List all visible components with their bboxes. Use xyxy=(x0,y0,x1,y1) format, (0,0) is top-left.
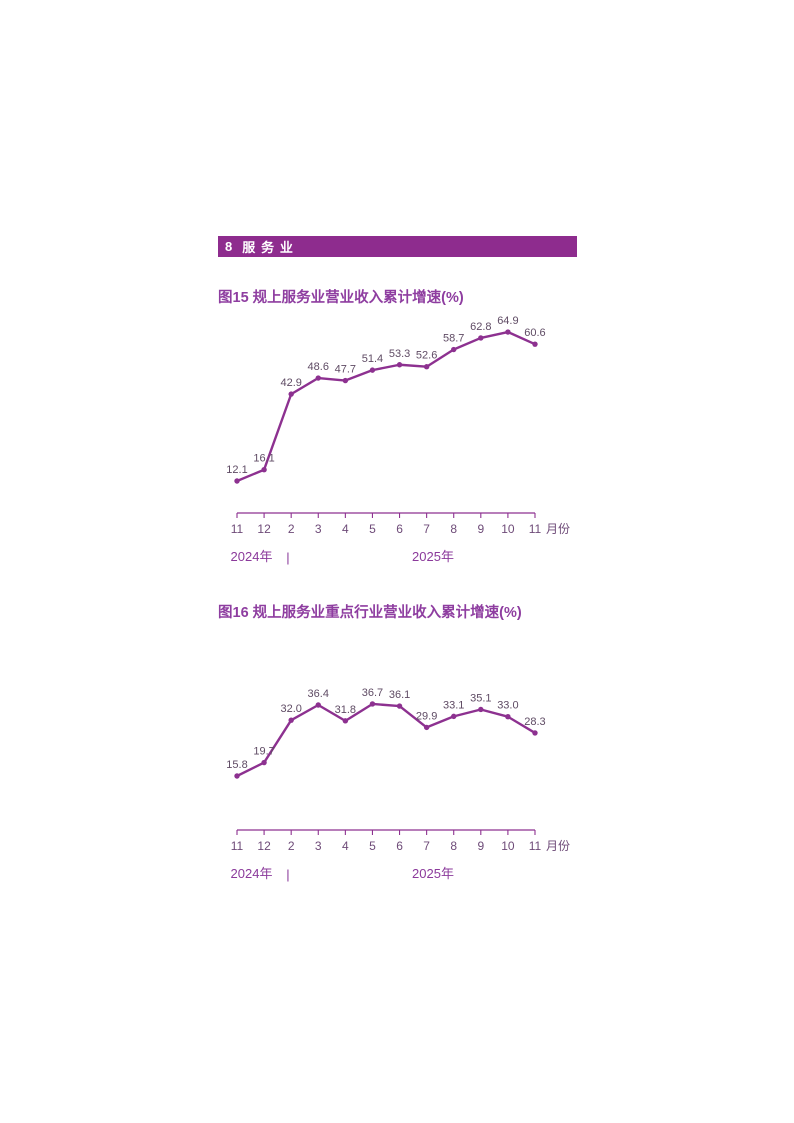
year-separator: | xyxy=(286,550,289,565)
year-label-2025: 2025年 xyxy=(412,866,454,881)
x-axis-category-label: 10 xyxy=(501,522,515,536)
data-point-label: 33.0 xyxy=(497,700,518,712)
data-point-label: 48.6 xyxy=(308,361,329,373)
data-point xyxy=(396,703,403,709)
data-point xyxy=(342,377,349,384)
data-point xyxy=(396,362,403,368)
data-point xyxy=(369,367,376,373)
data-point-label: 33.1 xyxy=(443,699,464,711)
x-axis-category-label: 11 xyxy=(529,839,542,853)
data-point-label: 16.1 xyxy=(253,453,274,465)
x-axis-category-label: 7 xyxy=(423,839,430,853)
data-point-label: 36.7 xyxy=(362,687,383,699)
x-axis-category-label: 5 xyxy=(369,522,376,536)
data-point xyxy=(451,713,457,720)
x-axis-category-label: 7 xyxy=(423,522,430,536)
x-axis-category-label: 12 xyxy=(257,522,271,536)
year-label-2025: 2025年 xyxy=(412,549,454,564)
data-point xyxy=(478,335,484,341)
year-separator: | xyxy=(286,867,289,882)
data-point xyxy=(532,341,538,347)
section-header-bar: 8 服务业 xyxy=(218,236,577,257)
data-point-label: 53.3 xyxy=(389,348,410,360)
data-point-label: 62.8 xyxy=(470,321,491,333)
data-point xyxy=(315,375,321,381)
data-point xyxy=(423,724,430,731)
x-axis-category-label: 5 xyxy=(369,839,376,853)
section-number: 8 xyxy=(225,239,233,254)
x-axis-category-label: 11 xyxy=(231,522,244,536)
data-point xyxy=(505,714,511,720)
x-axis-category-label: 6 xyxy=(396,839,403,853)
figure-16-chart: 11 12 2 3 4 5 6 7 8 9 10 11 月份 2024年 | 2025年 15.8 19.7 32.… xyxy=(226,687,570,882)
figure-15-chart: 11 12 2 3 4 5 6 7 8 9 10 11 月份 2024年 | 2025年 12.1 16.1 42.… xyxy=(226,315,570,565)
data-point-label: 42.9 xyxy=(280,377,301,389)
data-point xyxy=(315,702,321,708)
x-axis-category-label: 3 xyxy=(315,522,322,536)
data-point-label: 32.0 xyxy=(280,703,301,715)
x-axis-unit-label: 月份 xyxy=(546,839,570,853)
section-title-label: 服务业 xyxy=(242,240,299,255)
x-axis-category-label: 8 xyxy=(450,839,457,853)
data-point-label: 51.4 xyxy=(362,353,383,365)
x-axis-category-label: 2 xyxy=(288,839,295,853)
x-axis-category-label: 9 xyxy=(477,839,484,853)
x-axis-category-label: 2 xyxy=(288,522,295,536)
data-point xyxy=(288,391,294,397)
data-point-label: 60.6 xyxy=(524,327,545,339)
data-point xyxy=(234,773,240,779)
data-point xyxy=(342,718,349,724)
x-axis-category-label: 11 xyxy=(231,839,244,853)
x-axis-category-label: 4 xyxy=(342,522,349,536)
x-axis-category-label: 4 xyxy=(342,839,349,853)
year-label-2024: 2024年 xyxy=(231,866,273,881)
x-axis-category-label: 8 xyxy=(450,522,457,536)
data-point xyxy=(369,701,376,707)
data-point-label: 64.9 xyxy=(497,315,518,327)
data-point-label: 29.9 xyxy=(416,710,437,722)
data-point xyxy=(532,730,538,736)
data-point-label: 36.1 xyxy=(389,689,410,701)
data-point-label: 12.1 xyxy=(226,464,247,476)
data-point xyxy=(234,478,240,484)
data-point xyxy=(505,329,511,335)
x-axis-category-label: 10 xyxy=(501,839,515,853)
data-point-label: 58.7 xyxy=(443,333,464,345)
data-point-label: 28.3 xyxy=(524,716,545,728)
data-point-label: 52.6 xyxy=(416,350,437,362)
x-axis-category-label: 6 xyxy=(396,522,403,536)
data-point-label: 19.7 xyxy=(253,746,274,758)
data-point-label: 31.8 xyxy=(335,704,356,716)
data-point-label: 15.8 xyxy=(226,759,247,771)
data-point xyxy=(423,364,430,370)
x-axis-category-label: 12 xyxy=(257,839,271,853)
data-point xyxy=(288,717,294,723)
series-line xyxy=(235,702,537,778)
data-point-label: 47.7 xyxy=(335,364,356,376)
year-label-2024: 2024年 xyxy=(231,549,273,564)
x-axis-category-label: 9 xyxy=(477,522,484,536)
series-line xyxy=(235,330,537,483)
data-point xyxy=(261,759,267,766)
x-axis-category-label: 3 xyxy=(315,839,322,853)
data-point xyxy=(451,346,457,353)
x-axis-category-label: 11 xyxy=(529,522,542,536)
data-point xyxy=(478,706,484,713)
x-axis-unit-label: 月份 xyxy=(546,522,570,536)
data-point xyxy=(261,467,267,473)
figure-15-title: 图15 规上服务业营业收入累计增速(%) xyxy=(218,290,464,306)
figure-16-title: 图16 规上服务业重点行业营业收入累计增速(%) xyxy=(218,605,522,621)
data-point-label: 36.4 xyxy=(308,688,329,700)
data-point-label: 35.1 xyxy=(470,692,491,704)
